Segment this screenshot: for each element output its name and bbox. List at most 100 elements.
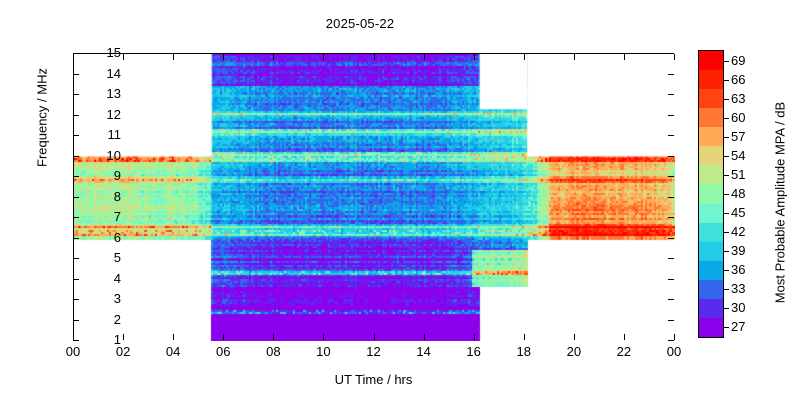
colorbar-tick-label: 69 (731, 52, 746, 68)
colorbar-tick-label: 51 (731, 166, 746, 182)
y-tick-mark-right (668, 278, 674, 280)
y-tick-mark (73, 53, 79, 54)
y-tick-mark (73, 340, 79, 341)
x-axis-label: UT Time / hrs (334, 372, 413, 387)
plot-area (73, 53, 675, 341)
y-tick-label: 13 (106, 86, 121, 101)
chart-title: 2025-05-22 (325, 16, 395, 31)
colorbar-segment (699, 317, 723, 337)
colorbar-tick-label: 63 (731, 90, 746, 106)
colorbar-segment (699, 107, 723, 128)
y-tick-label: 6 (113, 229, 121, 245)
y-tick-mark-right (668, 176, 674, 177)
y-tick-label: 11 (107, 127, 122, 142)
y-tick-mark (73, 319, 79, 321)
y-tick-mark-right (668, 196, 674, 198)
y-tick-label: 1 (113, 332, 121, 347)
colorbar-segment (699, 222, 723, 242)
y-tick-mark (73, 94, 79, 95)
colorbar-segment (699, 279, 723, 299)
y-tick-mark-right (668, 340, 674, 341)
y-tick-mark (73, 196, 79, 198)
y-tick-label: 9 (113, 168, 121, 183)
y-tick-mark-right (668, 114, 674, 116)
colorbar-tick-mark (724, 232, 729, 234)
x-tick-mark (623, 334, 625, 340)
y-tick-mark-right (668, 237, 674, 239)
x-tick-label: 10 (316, 344, 331, 359)
colorbar-segment (699, 50, 723, 71)
y-tick-mark-right (668, 217, 674, 218)
y-tick-mark-right (668, 258, 674, 259)
y-tick-mark (73, 278, 79, 280)
colorbar-segment (699, 260, 723, 280)
x-tick-mark-top (123, 54, 125, 60)
colorbar-tick-label: 45 (731, 205, 746, 221)
x-tick-mark (573, 334, 575, 340)
colorbar-label: Most Probable Amplitude MPA / dB (772, 101, 788, 304)
y-tick-label: 4 (113, 270, 121, 286)
y-tick-label: 5 (113, 250, 121, 265)
colorbar-tick-mark (724, 270, 729, 272)
x-tick-mark-top (373, 54, 375, 60)
colorbar-segment (699, 126, 723, 147)
colorbar-tick-label: 57 (731, 128, 746, 144)
x-tick-label: 16 (466, 344, 481, 359)
x-tick-mark-top (223, 54, 225, 60)
y-tick-label: 12 (106, 106, 121, 122)
x-tick-mark (523, 334, 525, 340)
x-tick-mark (674, 334, 675, 340)
colorbar-segment (699, 203, 723, 223)
y-tick-mark (73, 114, 79, 116)
x-tick-label: 20 (566, 344, 582, 359)
x-tick-mark (173, 334, 175, 340)
y-tick-label: 7 (113, 209, 121, 224)
x-tick-mark-top (173, 54, 175, 60)
colorbar-tick-mark (724, 327, 729, 329)
colorbar-tick-mark (724, 213, 729, 215)
colorbar-segment (699, 88, 723, 109)
y-tick-mark-right (668, 319, 674, 321)
colorbar-tick-mark (724, 79, 729, 81)
colorbar-tick-label: 33 (731, 281, 746, 297)
colorbar-segment (699, 241, 723, 261)
colorbar-tick-mark (724, 155, 729, 157)
colorbar-tick-label: 36 (731, 262, 746, 278)
y-tick-label: 14 (106, 65, 121, 81)
colorbar-tick-mark (724, 289, 729, 291)
y-tick-label: 2 (113, 311, 121, 327)
colorbar-segment (699, 69, 723, 90)
x-tick-label: 12 (366, 344, 381, 359)
colorbar (698, 50, 724, 338)
x-tick-mark (223, 334, 225, 340)
y-tick-mark (73, 135, 79, 136)
x-tick-label: 00 (666, 344, 682, 359)
x-tick-mark-top (573, 54, 575, 60)
x-tick-label: 22 (616, 344, 632, 359)
y-tick-mark (73, 176, 79, 177)
y-tick-mark-right (668, 155, 674, 157)
colorbar-tick-mark (724, 60, 729, 62)
colorbar-tick-label: 48 (731, 186, 746, 201)
x-tick-label: 02 (115, 344, 131, 359)
x-tick-mark (73, 334, 74, 340)
colorbar-tick-label: 42 (731, 224, 746, 240)
x-tick-mark-top (73, 54, 74, 60)
y-tick-label: 8 (113, 188, 121, 204)
y-tick-label: 15 (106, 45, 121, 60)
x-tick-label: 18 (516, 344, 531, 359)
x-tick-mark (423, 334, 425, 340)
x-tick-mark (273, 334, 275, 340)
x-tick-mark-top (273, 54, 275, 60)
y-tick-mark (73, 299, 79, 300)
x-tick-mark-top (674, 54, 675, 60)
colorbar-tick-mark (724, 251, 729, 253)
x-tick-label: 08 (266, 344, 281, 359)
colorbar-tick-label: 39 (731, 243, 746, 259)
y-tick-mark (73, 258, 79, 259)
heatmap-canvas (74, 54, 675, 341)
y-tick-label: 3 (113, 291, 121, 306)
colorbar-tick-label: 66 (731, 71, 746, 87)
y-tick-mark-right (668, 94, 674, 95)
